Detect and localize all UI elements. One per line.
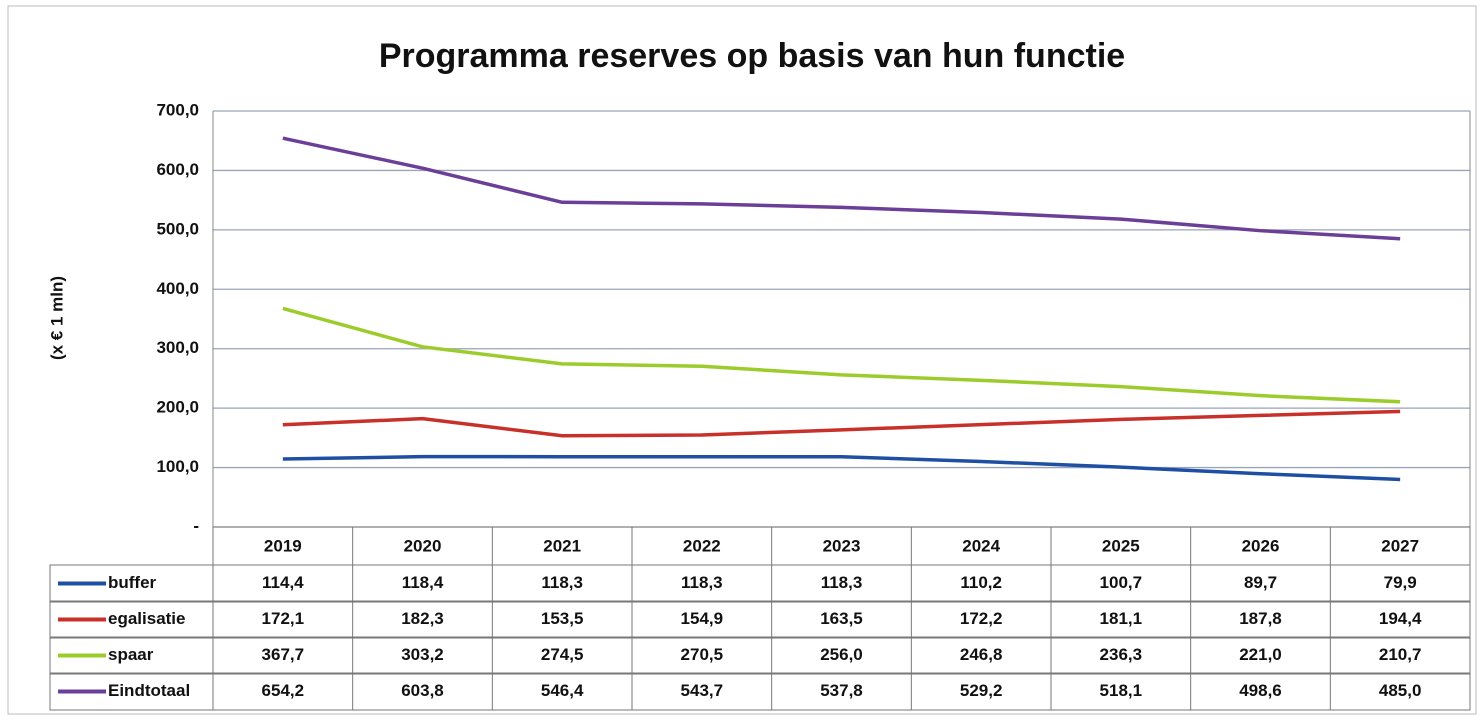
- legend-label: egalisatie: [108, 609, 186, 628]
- series-line: [282, 409, 1401, 438]
- data-label: 210,7: [1379, 645, 1422, 664]
- series-line: [282, 136, 1401, 241]
- data-label: 221,0: [1239, 645, 1282, 664]
- y-tick-label: 400,0: [156, 279, 199, 298]
- x-tick-label: 2023: [823, 536, 861, 555]
- data-label: 153,5: [541, 609, 584, 628]
- x-tick-label: 2020: [404, 536, 442, 555]
- data-label: 110,2: [960, 573, 1002, 592]
- table-row-frame: [49, 636, 1471, 675]
- data-label: 172,1: [262, 609, 305, 628]
- data-label: 172,2: [960, 609, 1003, 628]
- data-label: 537,8: [820, 681, 863, 700]
- data-label: 367,7: [262, 645, 305, 664]
- data-label: 154,9: [681, 609, 724, 628]
- data-label: 529,2: [960, 681, 1003, 700]
- table-row-frame: [49, 672, 1471, 711]
- data-label: 485,0: [1379, 681, 1422, 700]
- data-label: 256,0: [820, 645, 863, 664]
- table-row-frame: [49, 600, 1471, 639]
- y-tick-label: 600,0: [156, 160, 199, 179]
- data-label: 303,2: [401, 645, 444, 664]
- series-line: [282, 306, 1401, 404]
- y-tick-label: -: [193, 516, 199, 535]
- data-label: 182,3: [401, 609, 444, 628]
- x-tick-label: 2021: [543, 536, 581, 555]
- data-label: 118,3: [821, 573, 863, 592]
- data-label: 603,8: [401, 681, 444, 700]
- chart-frame: [7, 5, 1477, 715]
- x-tick-label: 2019: [264, 536, 302, 555]
- chart-title: Programma reserves op basis van hun func…: [379, 37, 1125, 75]
- data-label: 114,4: [262, 573, 304, 592]
- data-label: 654,2: [262, 681, 305, 700]
- y-tick-label: 700,0: [156, 100, 199, 119]
- table-row-frame: [49, 564, 1471, 603]
- y-tick-label: 500,0: [156, 219, 199, 238]
- legend-label: spaar: [108, 645, 154, 664]
- data-label: 187,8: [1239, 609, 1282, 628]
- x-tick-label: 2026: [1242, 536, 1280, 555]
- data-label: 118,3: [541, 573, 583, 592]
- data-label: 79,9: [1384, 573, 1417, 592]
- data-label: 118,4: [402, 573, 444, 592]
- data-label: 498,6: [1239, 681, 1282, 700]
- series-line: [282, 454, 1401, 482]
- y-tick-label: 300,0: [156, 338, 199, 357]
- legend-label: Eindtotaal: [108, 681, 190, 700]
- legend-label: buffer: [108, 573, 157, 592]
- x-tick-label: 2027: [1381, 536, 1419, 555]
- data-label: 194,4: [1379, 609, 1422, 628]
- data-label: 246,8: [960, 645, 1003, 664]
- data-label: 543,7: [681, 681, 724, 700]
- y-axis-label: (x € 1 mln): [47, 276, 66, 360]
- data-label: 274,5: [541, 645, 584, 664]
- data-label: 163,5: [820, 609, 863, 628]
- y-tick-label: 100,0: [156, 457, 199, 476]
- data-label: 546,4: [541, 681, 584, 700]
- data-label: 100,7: [1100, 573, 1143, 592]
- data-label: 118,3: [681, 573, 723, 592]
- x-tick-label: 2022: [683, 536, 721, 555]
- y-tick-label: 200,0: [156, 398, 199, 417]
- data-label: 236,3: [1100, 645, 1143, 664]
- data-label: 518,1: [1100, 681, 1143, 700]
- data-label: 270,5: [681, 645, 724, 664]
- x-tick-label: 2025: [1102, 536, 1140, 555]
- data-label: 181,1: [1100, 609, 1143, 628]
- data-label: 89,7: [1244, 573, 1277, 592]
- x-tick-label: 2024: [962, 536, 1000, 555]
